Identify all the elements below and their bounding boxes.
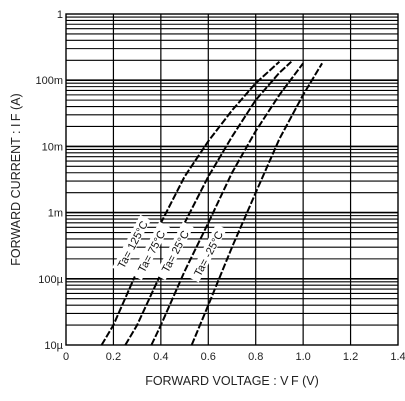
series-line [150, 62, 304, 346]
series-label: Ta= -25°C [192, 229, 226, 278]
label-backdrop [154, 221, 194, 281]
label-backdrop [112, 214, 151, 274]
plot-frame [65, 13, 399, 346]
curve-labels: Ta= 125°CTa= 75°CTa= 25°C Ta= -25°C [112, 214, 227, 283]
x-tick-label: 0.4 [153, 351, 168, 363]
label-backdrop [188, 223, 227, 283]
y-tick-label: 10m [42, 141, 63, 153]
x-tick-label: 1.4 [390, 351, 405, 363]
curves [100, 60, 323, 346]
y-tick-label: 1 [57, 9, 63, 21]
x-tick-label: 1.0 [295, 351, 310, 363]
series-line [100, 60, 281, 346]
y-tick-label: 1m [48, 208, 63, 220]
x-tick-label: 0.6 [201, 351, 216, 363]
x-tick-label: 0.2 [106, 351, 121, 363]
grid [66, 14, 398, 345]
series-line [124, 60, 292, 346]
x-tick-label: 0.8 [248, 351, 263, 363]
y-tick-label: 100m [35, 75, 63, 87]
tick-labels: 0 0.2 0.4 0.6 0.8 1.0 1.2 1.4 10µ 100µ 1m 10m 100m 1 [35, 9, 405, 363]
y-tick-label: 10µ [44, 340, 63, 352]
x-tick-label: 1.2 [343, 351, 358, 363]
y-axis-label: FORWARD CURRENT : I F (A) [9, 93, 23, 265]
label-backdrop [131, 221, 170, 281]
x-axis-label: FORWARD VOLTAGE : V F (V) [145, 374, 319, 388]
y-tick-label: 100µ [38, 274, 63, 286]
x-tick-label: 0 [63, 351, 69, 363]
series-line [190, 62, 323, 346]
